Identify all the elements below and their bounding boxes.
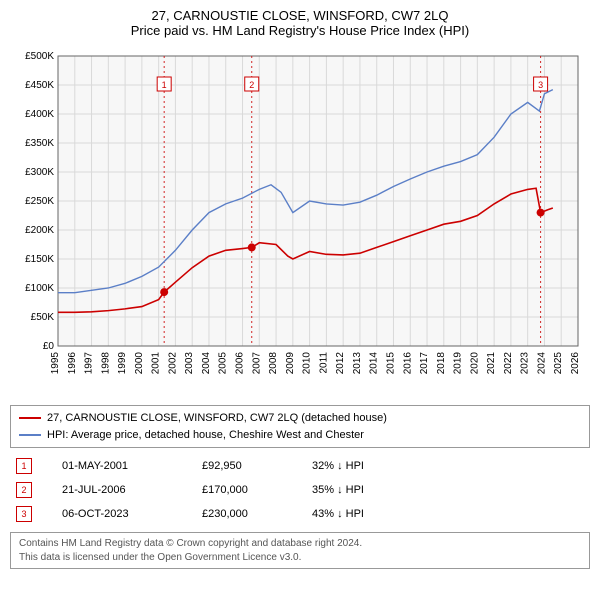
svg-text:2000: 2000	[134, 352, 145, 375]
svg-text:£400K: £400K	[25, 109, 54, 120]
footer-box: Contains HM Land Registry data © Crown c…	[10, 532, 590, 569]
legend-row: HPI: Average price, detached house, Ches…	[19, 427, 581, 444]
svg-text:2002: 2002	[167, 352, 178, 375]
svg-text:£50K: £50K	[31, 312, 55, 323]
svg-text:2: 2	[249, 80, 254, 90]
footer-line-2: This data is licensed under the Open Gov…	[19, 551, 581, 565]
svg-text:2023: 2023	[520, 352, 531, 375]
line-chart-svg: £0 £50K £100K £150K £200K £250K £300K £350K £400…	[10, 46, 590, 396]
svg-text:1996: 1996	[67, 352, 78, 375]
svg-text:1: 1	[162, 80, 167, 90]
svg-text:2003: 2003	[184, 352, 195, 375]
svg-text:2012: 2012	[335, 352, 346, 375]
svg-text:£100K: £100K	[25, 283, 54, 294]
legend-label: 27, CARNOUSTIE CLOSE, WINSFORD, CW7 2LQ …	[47, 410, 387, 427]
svg-text:2011: 2011	[318, 352, 329, 374]
svg-text:2014: 2014	[369, 352, 380, 375]
svg-text:2004: 2004	[201, 352, 212, 375]
footer-line-1: Contains HM Land Registry data © Crown c…	[19, 537, 581, 551]
sale-marker-badge: 3	[16, 506, 32, 522]
svg-text:2015: 2015	[385, 352, 396, 375]
svg-text:2013: 2013	[352, 352, 363, 375]
sale-marker-badge: 2	[16, 482, 32, 498]
sale-marker-badge: 1	[16, 458, 32, 474]
svg-text:£350K: £350K	[25, 138, 54, 149]
svg-text:2005: 2005	[218, 352, 229, 375]
sale-price: £92,950	[202, 460, 282, 472]
legend-box: 27, CARNOUSTIE CLOSE, WINSFORD, CW7 2LQ …	[10, 405, 590, 448]
svg-text:£200K: £200K	[25, 225, 54, 236]
svg-text:2018: 2018	[436, 352, 447, 375]
chart-subtitle: Price paid vs. HM Land Registry's House …	[10, 23, 590, 38]
svg-text:1999: 1999	[117, 352, 128, 375]
svg-text:2019: 2019	[453, 352, 464, 375]
svg-text:2006: 2006	[235, 352, 246, 375]
svg-text:2025: 2025	[553, 352, 564, 375]
svg-text:1997: 1997	[84, 352, 95, 375]
sale-price: £170,000	[202, 484, 282, 496]
svg-text:1998: 1998	[100, 352, 111, 375]
svg-text:£500K: £500K	[25, 51, 54, 62]
sales-table: 1 01-MAY-2001 £92,950 32% ↓ HPI 2 21-JUL-2006…	[10, 454, 590, 526]
sale-date: 01-MAY-2001	[62, 460, 172, 472]
chart-area: £0 £50K £100K £150K £200K £250K £300K £350K £400…	[10, 46, 590, 401]
sale-date: 21-JUL-2006	[62, 484, 172, 496]
sale-row: 3 06-OCT-2023 £230,000 43% ↓ HPI	[10, 502, 590, 526]
svg-text:£300K: £300K	[25, 167, 54, 178]
svg-text:2016: 2016	[402, 352, 413, 375]
svg-text:3: 3	[538, 80, 543, 90]
sale-pct-vs-hpi: 35% ↓ HPI	[312, 484, 412, 496]
chart-container: 27, CARNOUSTIE CLOSE, WINSFORD, CW7 2LQ …	[0, 0, 600, 575]
sale-row: 1 01-MAY-2001 £92,950 32% ↓ HPI	[10, 454, 590, 478]
svg-text:1995: 1995	[50, 352, 61, 375]
svg-text:2022: 2022	[503, 352, 514, 375]
sale-pct-vs-hpi: 43% ↓ HPI	[312, 508, 412, 520]
sale-date: 06-OCT-2023	[62, 508, 172, 520]
sale-price: £230,000	[202, 508, 282, 520]
svg-text:2010: 2010	[302, 352, 313, 375]
chart-title: 27, CARNOUSTIE CLOSE, WINSFORD, CW7 2LQ	[10, 8, 590, 23]
legend-label: HPI: Average price, detached house, Ches…	[47, 427, 364, 444]
svg-text:2007: 2007	[251, 352, 262, 375]
legend-row: 27, CARNOUSTIE CLOSE, WINSFORD, CW7 2LQ …	[19, 410, 581, 427]
sale-pct-vs-hpi: 32% ↓ HPI	[312, 460, 412, 472]
legend-swatch	[19, 417, 41, 419]
svg-text:£250K: £250K	[25, 196, 54, 207]
svg-text:2021: 2021	[486, 352, 497, 375]
svg-text:2024: 2024	[536, 352, 547, 375]
sale-row: 2 21-JUL-2006 £170,000 35% ↓ HPI	[10, 478, 590, 502]
svg-text:2026: 2026	[570, 352, 581, 375]
svg-text:2017: 2017	[419, 352, 430, 375]
svg-text:£150K: £150K	[25, 254, 54, 265]
svg-text:2009: 2009	[285, 352, 296, 375]
svg-text:2020: 2020	[469, 352, 480, 375]
svg-text:2008: 2008	[268, 352, 279, 375]
svg-text:£0: £0	[43, 341, 55, 352]
svg-text:2001: 2001	[151, 352, 162, 375]
legend-swatch	[19, 434, 41, 436]
svg-text:£450K: £450K	[25, 80, 54, 91]
